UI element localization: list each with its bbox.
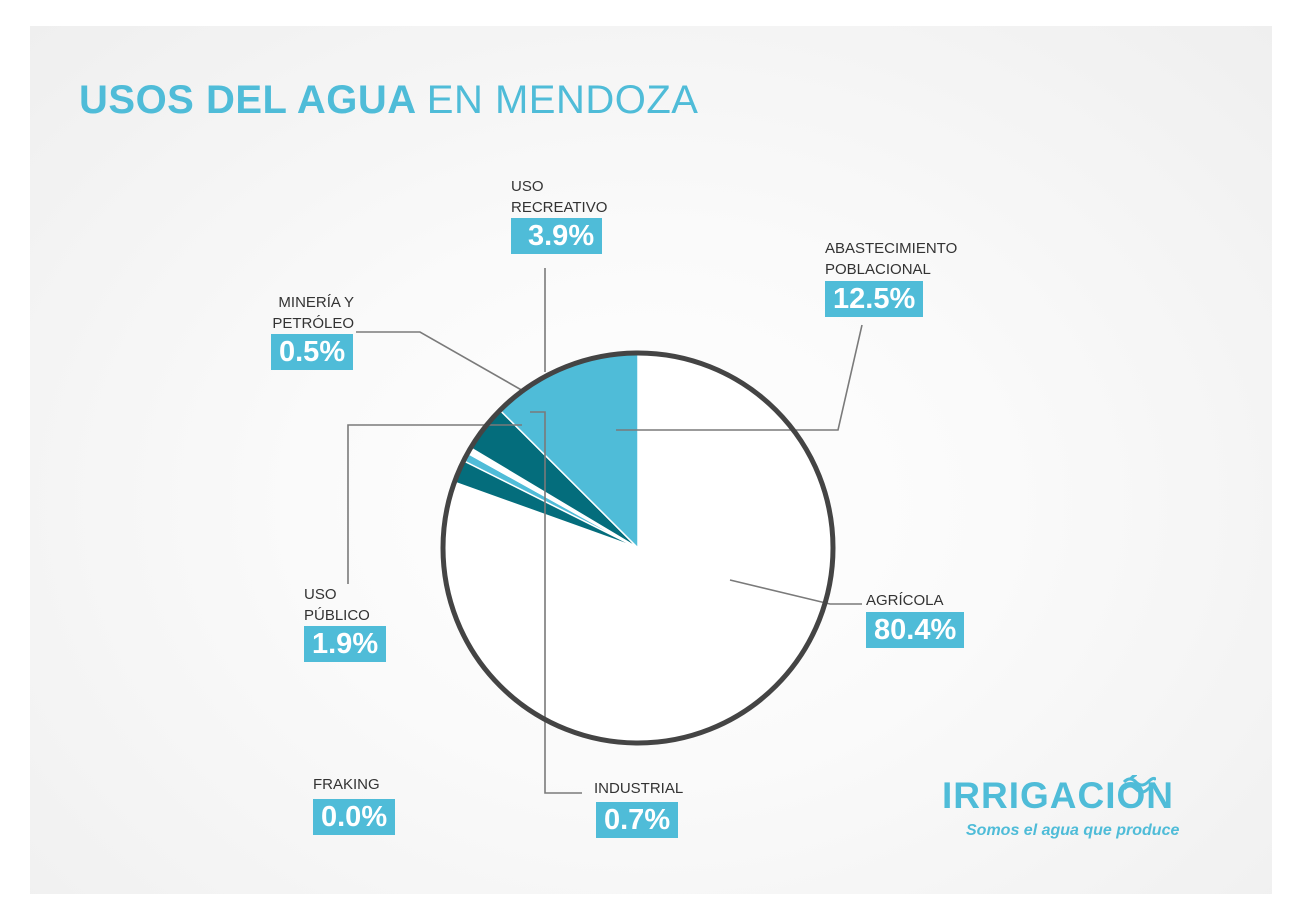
label-uso-publico: USO PÚBLICO [304, 586, 370, 624]
badge-fraking: 0.0% [313, 799, 396, 835]
pie-rim [440, 350, 836, 746]
logo-tagline: Somos el agua que produce [966, 822, 1180, 839]
page-title: USOS DEL AGUA EN MENDOZA [79, 76, 698, 124]
leader-industrial [530, 411, 582, 794]
label-abastecimiento: ABASTECIMIENTO POBLACIONAL [825, 240, 958, 278]
badge-mineria: 0.5% [271, 334, 354, 370]
badge-agricola: 80.4% [866, 612, 965, 648]
water-wave-icon [1122, 776, 1156, 794]
label-fraking: FRAKING [313, 776, 380, 793]
label-industrial: INDUSTRIAL [594, 780, 684, 797]
leader-uso-publico [347, 424, 522, 584]
leader-lines [347, 268, 863, 794]
title-bold: USOS DEL AGUA [79, 78, 416, 122]
badge-uso-publico: 1.9% [304, 626, 387, 662]
leader-abastecimiento [616, 324, 863, 431]
title-light: EN MENDOZA [426, 78, 699, 122]
leader-agricola [729, 579, 862, 605]
label-recreativo: USO RECREATIVO [511, 178, 608, 216]
badge-abastecimiento: 12.5% [825, 281, 924, 317]
label-agricola: AGRÍCOLA [866, 592, 944, 609]
label-mineria: MINERÍA Y PETRÓLEO [272, 294, 354, 332]
badge-industrial: 0.7% [596, 802, 679, 838]
pie-slices [443, 352, 834, 744]
badge-recreativo: 3.9% [511, 218, 603, 254]
leader-mineria [356, 331, 526, 393]
